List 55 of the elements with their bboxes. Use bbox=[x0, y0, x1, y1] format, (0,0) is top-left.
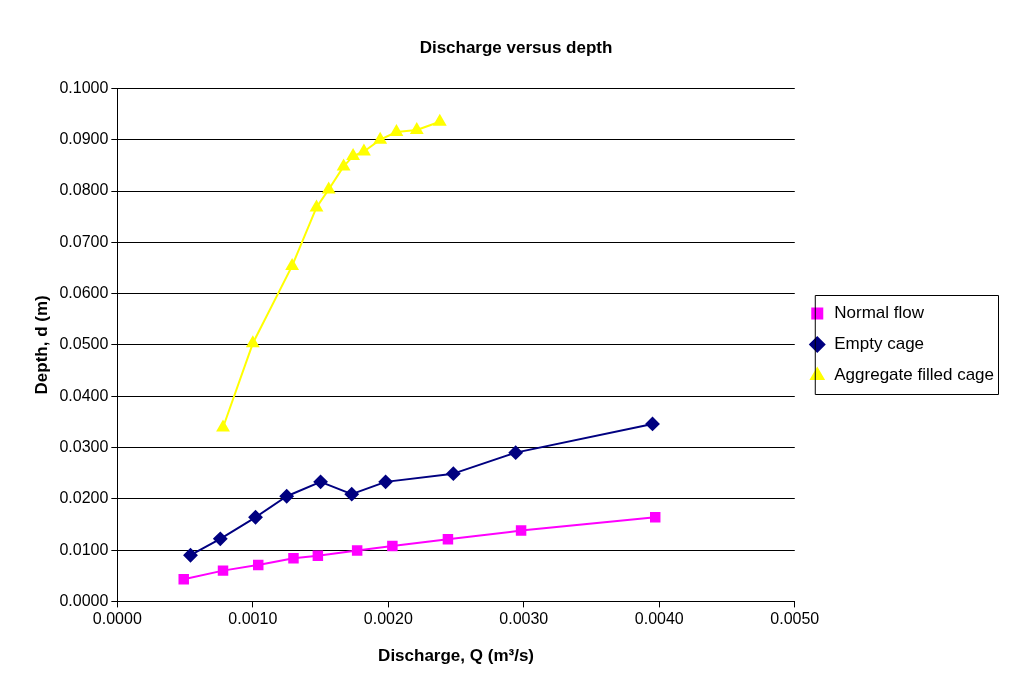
point bbox=[313, 474, 328, 489]
y-tick-label: 0.0300 bbox=[59, 437, 109, 455]
y-tick-label: 0.0100 bbox=[59, 540, 109, 558]
x-tick-label: 0.0030 bbox=[499, 610, 549, 628]
point bbox=[310, 200, 323, 212]
point bbox=[410, 122, 423, 134]
point bbox=[337, 159, 350, 171]
point bbox=[446, 466, 461, 481]
y-tick-label: 0.0400 bbox=[59, 386, 109, 404]
x-tick-label: 0.0010 bbox=[228, 610, 278, 628]
y-tick-label: 0.0700 bbox=[59, 232, 109, 250]
y-tick-label: 0.0200 bbox=[59, 489, 109, 507]
point bbox=[216, 420, 230, 432]
point bbox=[285, 258, 299, 270]
legend-label: Aggregate filled cage bbox=[834, 365, 995, 385]
point bbox=[253, 559, 264, 571]
point bbox=[322, 182, 335, 194]
point bbox=[351, 545, 363, 556]
x-tick-label: 0.0040 bbox=[634, 610, 684, 628]
x-tick-label: 0.0050 bbox=[770, 610, 820, 628]
point bbox=[378, 474, 393, 489]
x-axis-title: Discharge, Q (m³/s) bbox=[378, 646, 534, 666]
legend-label: Empty cage bbox=[834, 334, 925, 354]
y-axis-title: Depth, d (m) bbox=[31, 295, 51, 395]
y-tick-label: 0.0600 bbox=[59, 284, 109, 302]
point bbox=[390, 125, 403, 137]
x-tick-label: 0.0020 bbox=[363, 610, 413, 628]
chart-title: Discharge versus depth bbox=[419, 37, 613, 57]
point bbox=[183, 548, 198, 563]
point bbox=[442, 534, 454, 545]
point bbox=[246, 336, 260, 348]
point bbox=[213, 531, 228, 546]
point bbox=[217, 565, 229, 576]
point bbox=[288, 553, 299, 564]
legend-label: Normal flow bbox=[834, 303, 925, 323]
y-tick-label: 0.1000 bbox=[59, 78, 109, 96]
point bbox=[508, 445, 523, 460]
point bbox=[373, 132, 387, 144]
y-tick-label: 0.0800 bbox=[59, 181, 109, 199]
x-tick-label: 0.0000 bbox=[92, 610, 142, 628]
point bbox=[433, 114, 446, 126]
point bbox=[248, 510, 263, 525]
point bbox=[645, 416, 660, 431]
point bbox=[178, 574, 189, 585]
point bbox=[649, 512, 661, 523]
point bbox=[387, 540, 398, 552]
y-tick-label: 0.0500 bbox=[59, 335, 109, 353]
y-tick-label: 0.0000 bbox=[59, 591, 109, 609]
point bbox=[357, 144, 371, 156]
point bbox=[344, 487, 359, 502]
point bbox=[515, 525, 527, 536]
point bbox=[346, 149, 360, 161]
y-tick-label: 0.0900 bbox=[59, 130, 109, 148]
point bbox=[312, 550, 324, 561]
point bbox=[279, 489, 294, 504]
